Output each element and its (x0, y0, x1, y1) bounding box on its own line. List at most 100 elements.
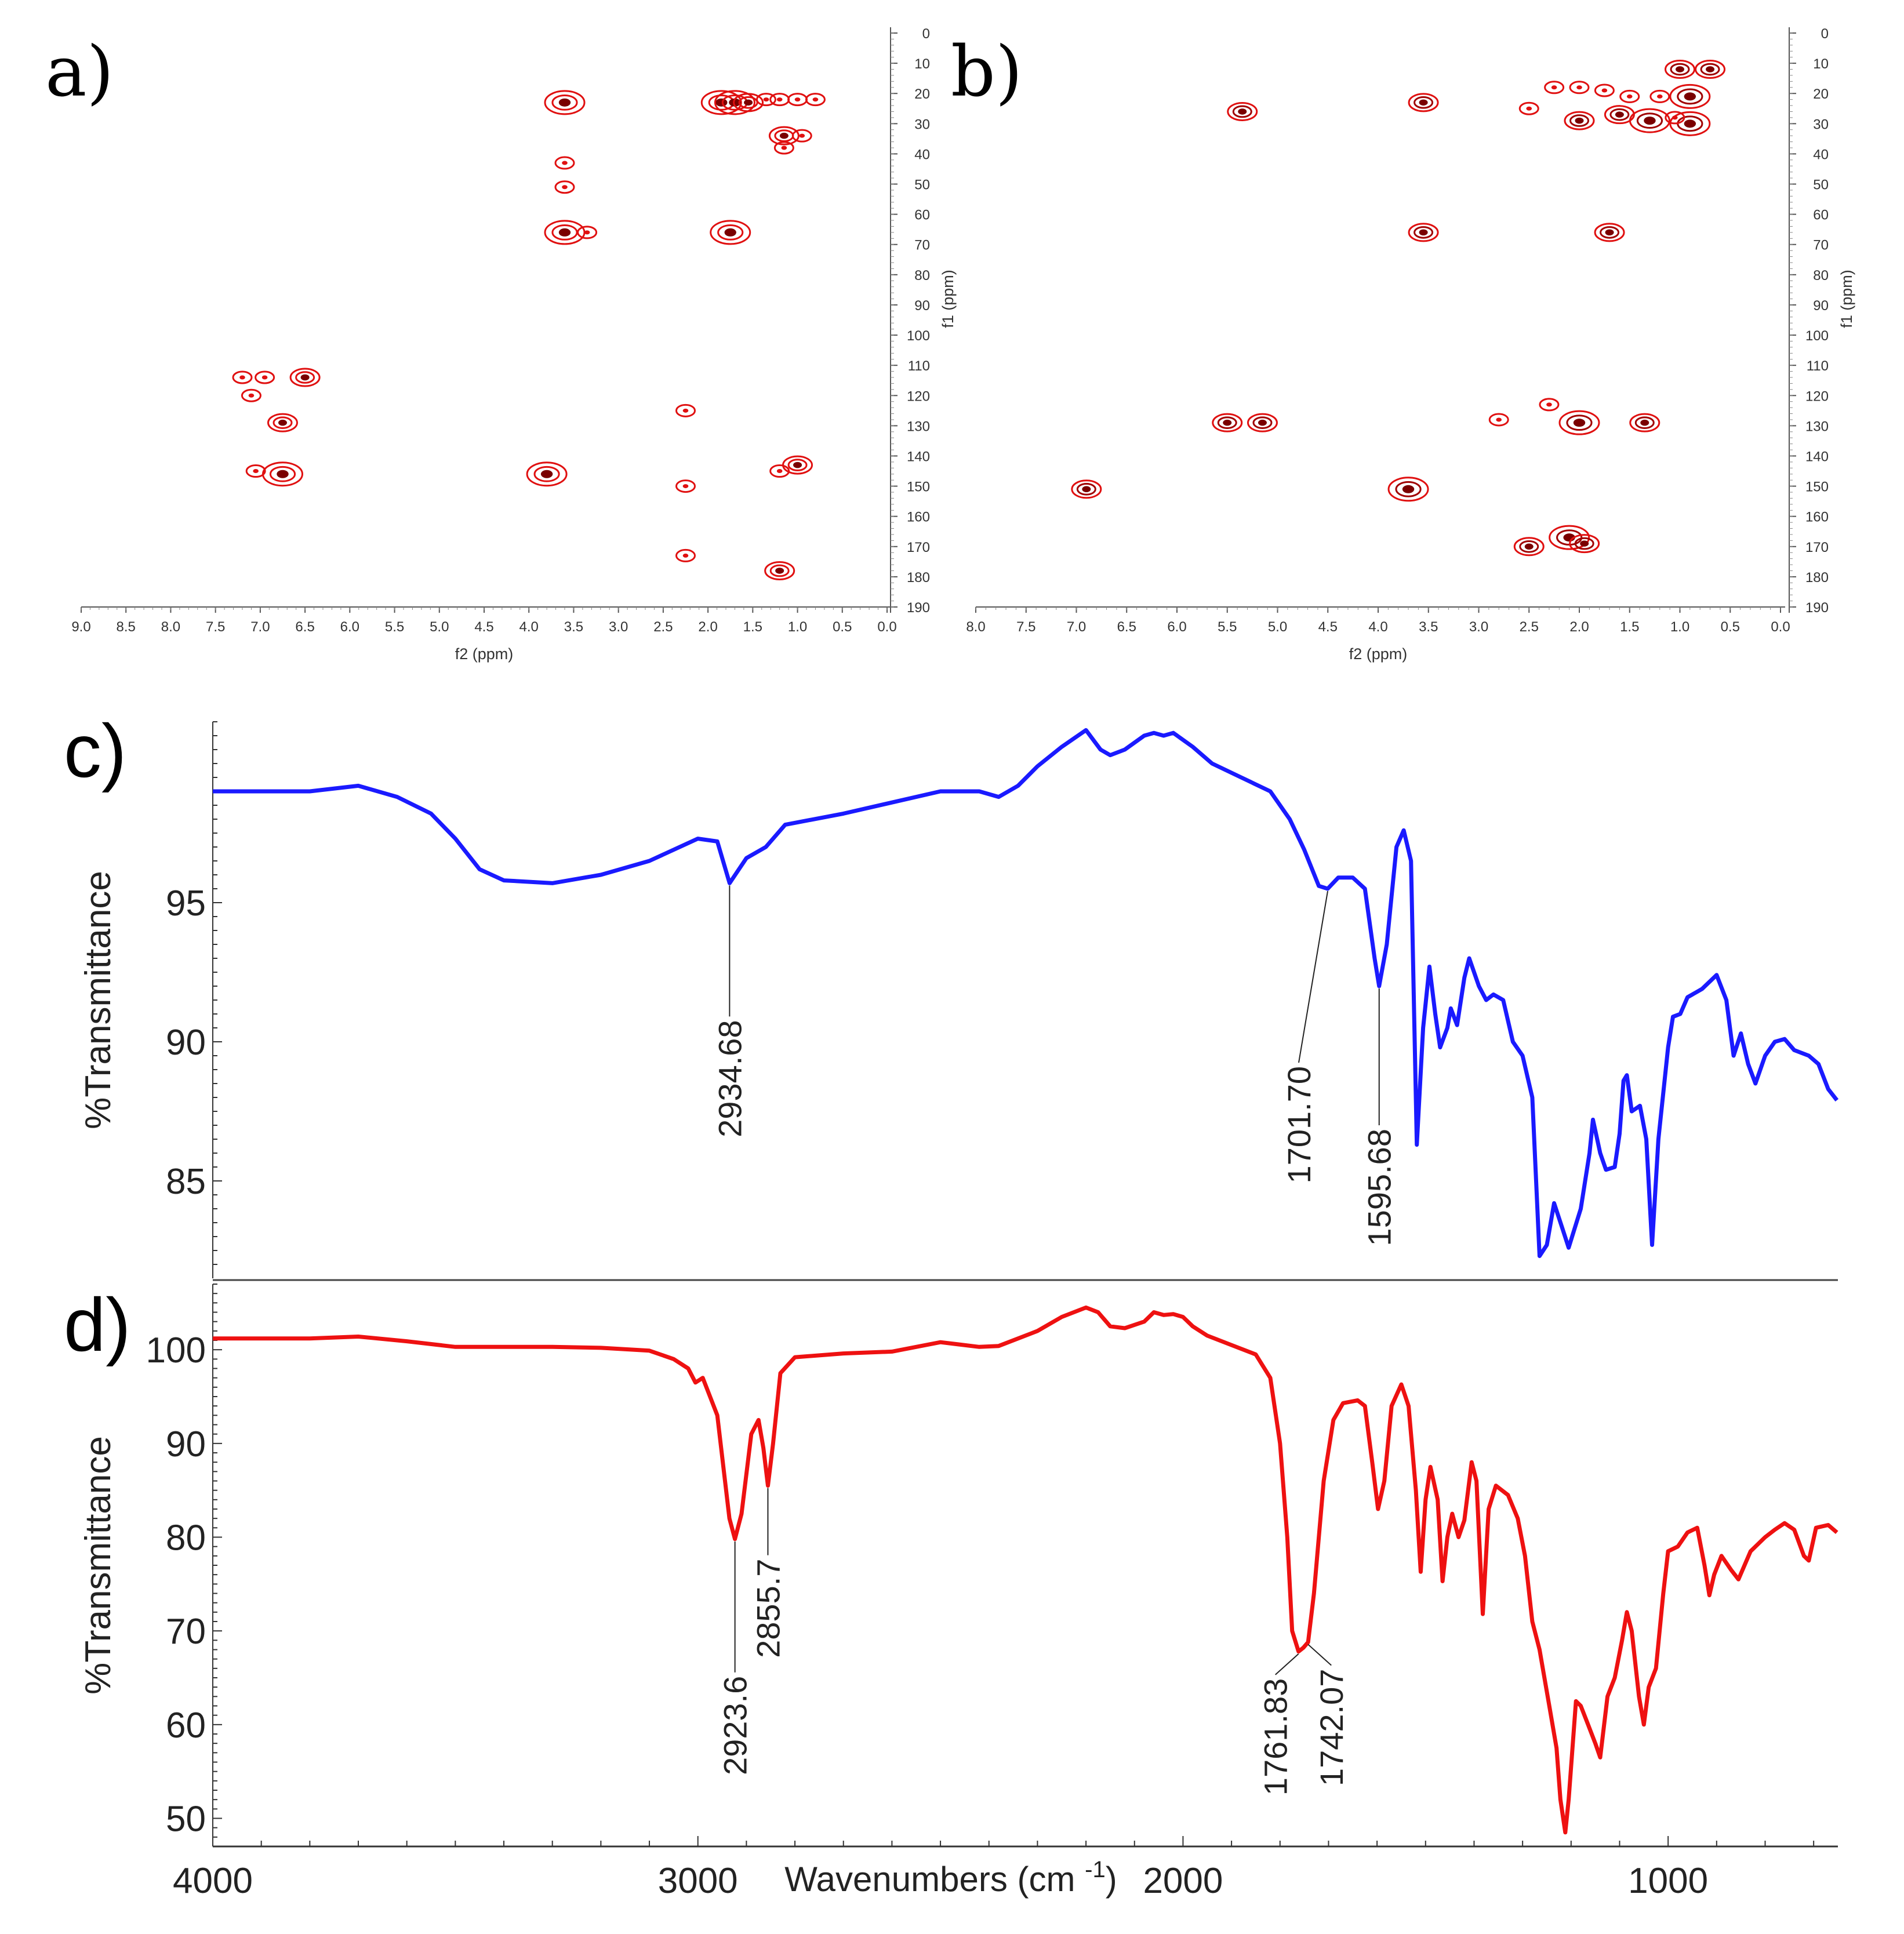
y-tick-label: 30 (1813, 117, 1829, 132)
nmr-cross-peak (1408, 223, 1439, 242)
x-tick-label: 6.0 (1167, 619, 1186, 635)
y-tick-label: 60 (1813, 208, 1829, 223)
y-tick-label: 90 (166, 1023, 206, 1063)
peak-annotation: 1595.68 (1361, 988, 1398, 1246)
ftir-panel-d: d) 50 60 70 80 90 100 %Transmittance 2923.6 2855.… (64, 1282, 1838, 1847)
nmr-cross-peak (782, 455, 813, 475)
nmr-cross-peak (267, 413, 298, 432)
nmr-cross-peak (710, 220, 751, 245)
peak-annotation: 1742.07 (1307, 1644, 1350, 1786)
x-tick-label: 0.5 (1721, 619, 1740, 635)
x-tick-label: 8.5 (117, 619, 136, 635)
contour-ring (1619, 89, 1640, 103)
contour-core (1419, 99, 1428, 106)
x-tick-label: 7.5 (1016, 619, 1035, 635)
nmr-cross-peak (769, 464, 790, 478)
contour-core (812, 97, 819, 102)
y-tick-label: 190 (1805, 600, 1829, 616)
peak-annotation: 2855.7 (750, 1488, 786, 1658)
contour-ring (1212, 413, 1243, 432)
y-tick-label: 50 (166, 1800, 206, 1840)
x-tick-label: 4.0 (519, 619, 539, 635)
y-tick-label: 150 (1805, 479, 1829, 495)
annotation-leader (1298, 890, 1329, 1063)
annotation-label: 1742.07 (1313, 1669, 1350, 1786)
contour-core (1546, 402, 1552, 407)
contour-ring (675, 479, 696, 493)
y-tick-label: 85 (166, 1162, 206, 1202)
contour-ring (1677, 88, 1703, 105)
y-tick-label: 170 (1805, 540, 1829, 555)
contour-core (1419, 229, 1428, 236)
contour-ring (1566, 415, 1593, 431)
y-tick-label: 140 (1805, 449, 1829, 464)
peak-annotation: 2923.6 (717, 1541, 754, 1775)
contour-core (1640, 419, 1649, 426)
contour-ring (675, 548, 696, 562)
x-tick-label: 3.5 (564, 619, 583, 635)
contour-ring (1569, 114, 1589, 127)
y-tick-label: 40 (1813, 147, 1829, 162)
contour-ring (1600, 226, 1620, 239)
contour-core (779, 132, 789, 139)
contour-core (682, 484, 689, 489)
contour-ring (769, 564, 790, 577)
y-tick-label: 160 (907, 510, 930, 525)
contour-core (1706, 66, 1715, 72)
contour-ring (1634, 416, 1655, 429)
contour-core (1524, 543, 1534, 550)
contour-core (300, 374, 310, 381)
contour-ring (1665, 60, 1695, 79)
y-tick-label: 180 (907, 570, 930, 586)
annotation-label: 2923.6 (717, 1676, 754, 1775)
x-tick-label: 0.0 (877, 619, 896, 635)
nmr-cross-peak (769, 93, 790, 107)
nmr-cross-peak (1629, 108, 1670, 133)
contour-core (763, 97, 769, 102)
x-tick-label: 2.0 (698, 619, 717, 635)
contour-ring (1544, 81, 1565, 94)
nmr-cross-peak (1665, 60, 1695, 79)
nmr-cross-peak (1558, 410, 1600, 435)
spectrum-line (213, 1305, 1838, 1835)
nmr-cross-peak (1569, 81, 1590, 94)
contour-core (1684, 92, 1696, 101)
contour-ring (526, 461, 568, 487)
x-tick-label: 3.5 (1419, 619, 1438, 635)
contour-core (776, 469, 783, 474)
panel-label: d) (64, 1282, 131, 1367)
y-tick-label: 120 (1805, 388, 1829, 404)
contour-core (799, 133, 805, 138)
y-tick-label: 0 (1821, 26, 1829, 42)
contour-core (793, 461, 802, 468)
x-tick-label: 4.5 (1318, 619, 1338, 635)
x-tick-label: 1.5 (1620, 619, 1639, 635)
contour-core (1258, 419, 1267, 426)
contour-core (1644, 117, 1656, 125)
nmr-cross-peak (1408, 93, 1439, 112)
contour-ring (1519, 540, 1539, 553)
x-tick-label: 4.0 (1368, 619, 1387, 635)
contour-core (1580, 540, 1589, 547)
x-axis-label: f2 (ppm) (455, 645, 514, 663)
y-tick-label: 70 (1813, 238, 1829, 253)
y-tick-label: 120 (907, 388, 930, 404)
contour-ring (1414, 96, 1434, 109)
nmr-cross-peak (1212, 413, 1243, 432)
nmr-cross-peak (675, 479, 696, 493)
y-tick-label: 80 (914, 268, 930, 283)
y-tick-label: 90 (1813, 298, 1829, 314)
contour-ring (1558, 410, 1600, 435)
nmr-cross-peak (791, 129, 812, 143)
y-tick-label: 40 (914, 147, 930, 162)
peak-annotation: 1761.83 (1258, 1653, 1299, 1795)
y-tick-label: 160 (1805, 510, 1829, 525)
contour-ring (544, 90, 586, 115)
contour-ring (577, 226, 598, 239)
contour-ring (773, 141, 794, 155)
contour-core (775, 568, 784, 574)
y-tick-label: 20 (914, 86, 930, 102)
contour-ring (675, 403, 696, 417)
y-tick-label: 190 (907, 600, 930, 616)
